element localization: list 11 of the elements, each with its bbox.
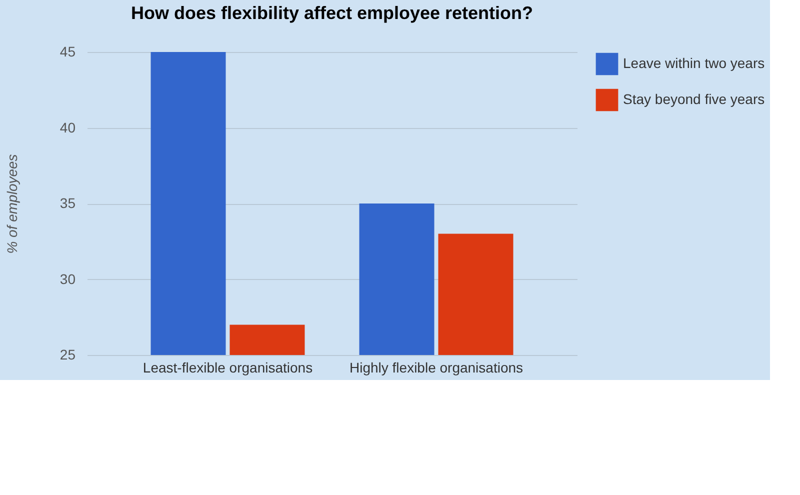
x-tick-label: Least-flexible organisations [142,360,313,376]
y-tick-label: 30 [60,270,76,287]
x-tick-label: Highly flexible organisations [349,360,524,376]
y-tick-label: 45 [60,44,76,60]
legend-label: Leave within two years [623,55,765,71]
y-tick-label: 40 [60,119,76,136]
y-tick-label: 35 [60,195,76,211]
chart-title: How does flexibility affect employee retention? [130,3,534,23]
y-tick-label: 25 [60,346,76,362]
y-axis-title: % of employees [4,154,20,254]
legend-label: Stay beyond five years [623,91,765,107]
